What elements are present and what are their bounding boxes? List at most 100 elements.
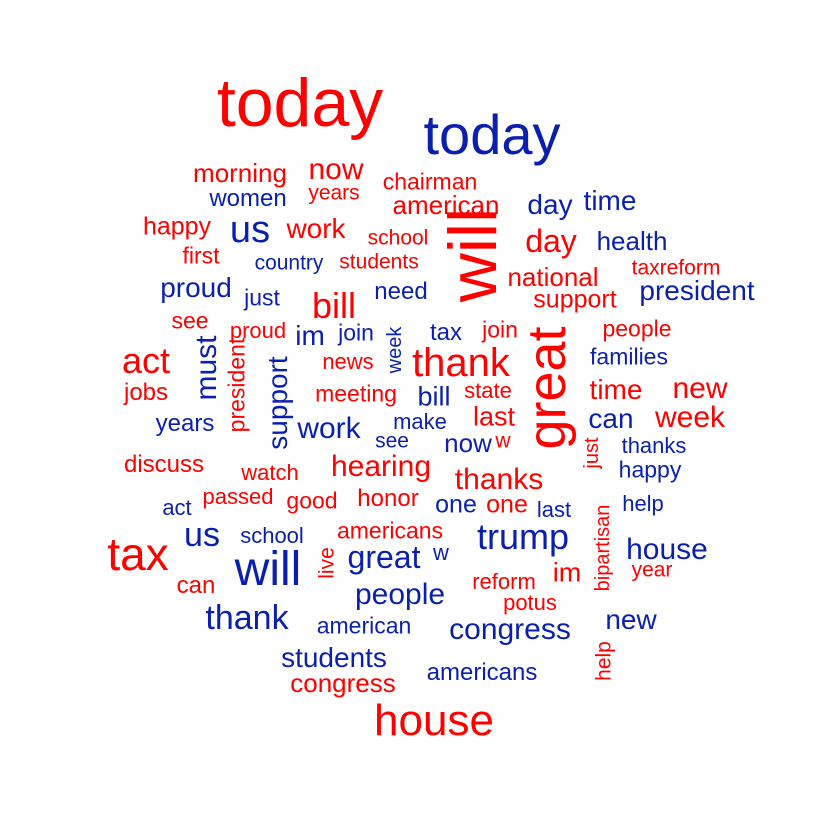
word-house: house xyxy=(626,533,708,566)
word-great: great xyxy=(517,326,577,450)
word-w: w xyxy=(495,429,511,453)
word-today: today xyxy=(216,65,384,141)
word-im: im xyxy=(295,320,325,351)
word-see: see xyxy=(171,307,209,334)
word-thank: thank xyxy=(412,341,510,385)
word-hearing: hearing xyxy=(330,450,432,483)
word-thanks: thanks xyxy=(454,463,544,496)
word-act: act xyxy=(162,495,192,520)
word-can: can xyxy=(176,572,216,599)
word-today: today xyxy=(423,103,561,166)
word-morning: morning xyxy=(193,158,287,188)
word-year: year xyxy=(631,558,673,582)
word-potus: potus xyxy=(503,590,557,615)
word-w: w xyxy=(433,540,449,565)
word-thanks: thanks xyxy=(621,433,687,458)
word-will: will xyxy=(234,543,302,596)
word-state: state xyxy=(464,378,512,403)
word-tax: tax xyxy=(429,319,463,346)
word-house: house xyxy=(374,696,494,745)
word-proud: proud xyxy=(229,318,287,343)
word-students: students xyxy=(281,642,387,673)
word-taxreform: taxreform xyxy=(631,256,721,280)
word-new: new xyxy=(672,372,728,405)
word-president: president xyxy=(639,275,755,306)
word-time: time xyxy=(583,185,637,216)
word-now: now xyxy=(444,428,492,458)
word-will: will xyxy=(435,207,511,303)
word-reform: reform xyxy=(472,569,536,594)
word-bipartisan: bipartisan xyxy=(592,504,614,592)
word-great: great xyxy=(347,539,421,575)
word-help: help xyxy=(592,641,616,681)
word-years: years xyxy=(308,181,360,205)
word-see: see xyxy=(375,429,409,453)
word-congress: congress xyxy=(290,668,396,698)
word-make: make xyxy=(393,409,447,434)
word-national: national xyxy=(507,262,599,292)
word-support: support xyxy=(533,285,617,314)
word-us: us xyxy=(229,209,271,251)
word-just: just xyxy=(581,437,603,469)
word-act: act xyxy=(121,340,171,381)
word-watch: watch xyxy=(241,460,299,485)
word-happy: happy xyxy=(618,456,682,483)
word-women: women xyxy=(209,185,287,212)
word-school: school xyxy=(367,226,429,250)
word-tax: tax xyxy=(107,528,169,580)
word-congress: congress xyxy=(449,613,571,646)
word-bill: bill xyxy=(311,285,357,326)
word-last: last xyxy=(536,497,572,522)
word-live: live xyxy=(315,547,339,579)
word-thank: thank xyxy=(205,599,289,637)
word-trump: trump xyxy=(476,516,570,557)
word-one: one xyxy=(435,490,477,519)
word-time: time xyxy=(589,374,643,405)
word-new: new xyxy=(605,604,657,635)
word-jobs: jobs xyxy=(123,379,169,406)
word-last: last xyxy=(472,401,516,432)
word-week: week xyxy=(654,401,726,434)
word-day: day xyxy=(525,223,577,259)
word-work: work xyxy=(297,412,361,445)
word-day: day xyxy=(527,189,573,220)
word-can: can xyxy=(588,403,634,434)
word-school: school xyxy=(240,523,304,548)
word-people: people xyxy=(354,578,446,611)
word-students: students xyxy=(339,250,419,274)
word-people: people xyxy=(602,315,672,342)
word-need: need xyxy=(374,278,428,305)
word-honor: honor xyxy=(357,485,419,512)
word-passed: passed xyxy=(202,484,274,509)
word-proud: proud xyxy=(160,272,232,303)
word-american: american xyxy=(316,612,412,639)
word-americans: americans xyxy=(426,659,538,686)
word-must: must xyxy=(190,335,223,401)
word-join: join xyxy=(482,316,518,343)
word-work: work xyxy=(286,213,346,244)
word-health: health xyxy=(596,226,668,256)
word-years: years xyxy=(155,410,215,437)
word-im: im xyxy=(552,557,582,588)
word-americans: americans xyxy=(336,517,444,544)
word-happy: happy xyxy=(142,212,212,241)
word-just: just xyxy=(244,284,280,311)
word-president: president xyxy=(223,337,250,433)
word-american: american xyxy=(392,190,500,220)
word-meeting: meeting xyxy=(315,380,397,407)
word-discuss: discuss xyxy=(123,451,205,478)
word-us: us xyxy=(184,516,220,554)
word-now: now xyxy=(308,153,364,186)
word-bill: bill xyxy=(417,381,451,412)
word-first: first xyxy=(182,242,220,269)
word-news: news xyxy=(322,349,374,374)
word-country: country xyxy=(254,251,324,275)
word-families: families xyxy=(590,343,668,370)
word-one: one xyxy=(486,490,528,519)
word-good: good xyxy=(286,487,338,514)
word-week: week xyxy=(384,326,406,374)
word-support: support xyxy=(262,356,293,450)
word-help: help xyxy=(622,491,664,516)
word-join: join xyxy=(338,319,374,346)
